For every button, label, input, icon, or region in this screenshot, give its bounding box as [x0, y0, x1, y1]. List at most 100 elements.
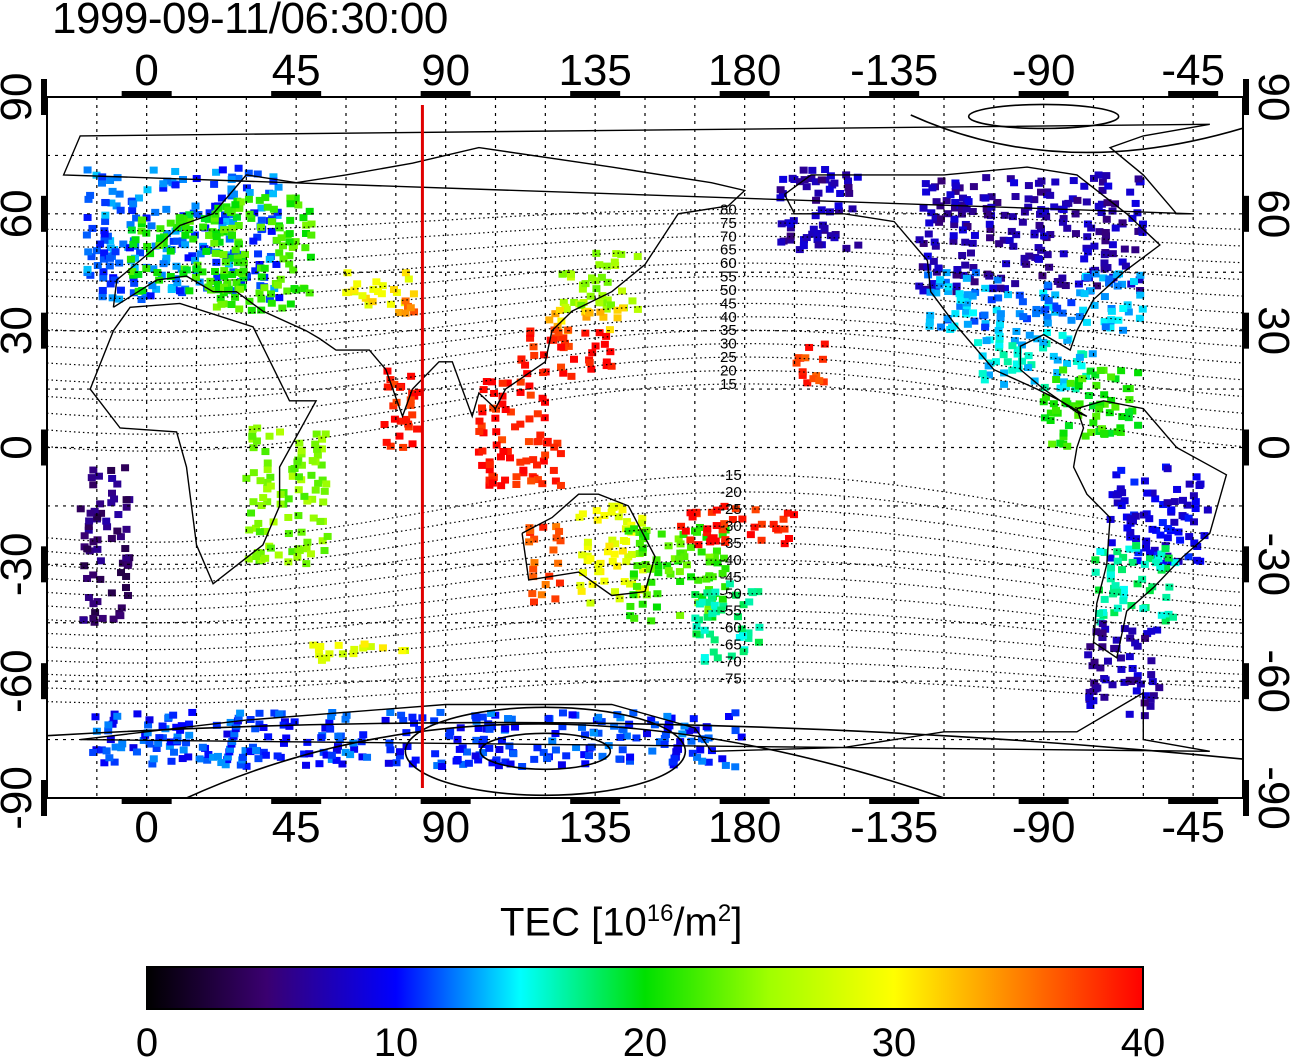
tec-point [943, 210, 952, 218]
tec-point [705, 598, 714, 606]
tec-point [1155, 684, 1164, 692]
tec-point [577, 587, 586, 595]
tec-point [596, 308, 605, 316]
tec-point [255, 528, 264, 536]
tec-point [76, 505, 85, 513]
x-tick-label-bottom: -135 [850, 803, 938, 852]
tec-point [962, 307, 971, 315]
tec-point [112, 202, 121, 210]
tec-point [1107, 307, 1116, 315]
tec-point [981, 320, 990, 328]
tec-point [383, 383, 392, 391]
tec-point [1000, 211, 1009, 219]
tec-point [988, 284, 997, 292]
tec-point [525, 382, 534, 390]
tec-point [1075, 353, 1084, 361]
tec-point [269, 190, 278, 198]
tec-point [961, 261, 970, 269]
tec-point [238, 753, 247, 761]
tec-point [101, 211, 110, 219]
tec-point [618, 506, 627, 514]
tec-point [1174, 528, 1183, 536]
tec-point [815, 377, 824, 385]
tec-point [944, 288, 953, 296]
tec-point [955, 290, 964, 298]
tec-point [1050, 203, 1059, 211]
tec-point [504, 715, 513, 723]
tec-point [635, 539, 644, 547]
tec-point [341, 748, 350, 756]
tec-point [478, 740, 487, 748]
tec-point [695, 523, 704, 531]
tec-point [358, 753, 367, 761]
tec-point [576, 581, 585, 589]
tec-point [245, 188, 254, 196]
tec-point [700, 626, 709, 634]
tec-point [293, 553, 302, 561]
tec-point [146, 250, 155, 258]
tec-point [1043, 319, 1052, 327]
tec-point [1108, 491, 1117, 499]
tec-point [414, 388, 423, 396]
tec-point [526, 527, 535, 535]
tec-point [1147, 627, 1156, 635]
tec-point [1083, 273, 1092, 281]
tec-point [108, 720, 117, 728]
tec-point [676, 577, 685, 585]
tec-point [1046, 231, 1055, 239]
tec-point [301, 244, 310, 252]
tec-point [598, 752, 607, 760]
tec-point [1097, 209, 1106, 217]
frame-bar-bottom [869, 798, 920, 804]
tec-point [1056, 384, 1065, 392]
tec-point [1032, 310, 1041, 318]
tec-point [317, 656, 326, 664]
tec-point [84, 526, 93, 534]
tec-point [927, 209, 936, 217]
tec-point [257, 502, 266, 510]
tec-point [162, 254, 171, 262]
frame-bar-bottom [271, 798, 322, 804]
tec-point [384, 759, 393, 767]
tec-point [115, 295, 124, 303]
tec-point [1067, 316, 1076, 324]
tec-point [617, 250, 626, 258]
tec-point [85, 517, 94, 525]
tec-point [557, 761, 566, 769]
tec-point [255, 196, 264, 204]
tec-point [395, 748, 404, 756]
tec-point [1195, 481, 1204, 489]
tec-point [778, 190, 787, 198]
tec-point [311, 440, 320, 448]
tec-point [240, 251, 249, 259]
tec-point [267, 290, 276, 298]
tec-point [1071, 210, 1080, 218]
tec-point [958, 203, 967, 211]
tec-point [1093, 684, 1102, 692]
tec-point [255, 709, 264, 717]
tec-point [302, 545, 311, 553]
tec-point [1119, 305, 1128, 313]
contour-line [47, 222, 1243, 249]
tec-point [479, 429, 488, 437]
tec-point [209, 753, 218, 761]
tec-point [786, 232, 795, 240]
tec-point [647, 617, 656, 625]
tec-point [794, 354, 803, 362]
tec-point [96, 575, 105, 583]
tec-point [744, 634, 753, 642]
tec-point [661, 731, 670, 739]
tec-point [445, 732, 454, 740]
tec-point [179, 270, 188, 278]
frame-bar-bottom [420, 798, 471, 804]
tec-point [173, 733, 182, 741]
tec-point [813, 235, 822, 243]
tec-point [780, 525, 789, 533]
tec-point [179, 746, 188, 754]
tec-point [629, 709, 638, 717]
tec-point [406, 304, 415, 312]
tec-point [985, 220, 994, 228]
tec-point [995, 240, 1004, 248]
tec-point [539, 369, 548, 377]
